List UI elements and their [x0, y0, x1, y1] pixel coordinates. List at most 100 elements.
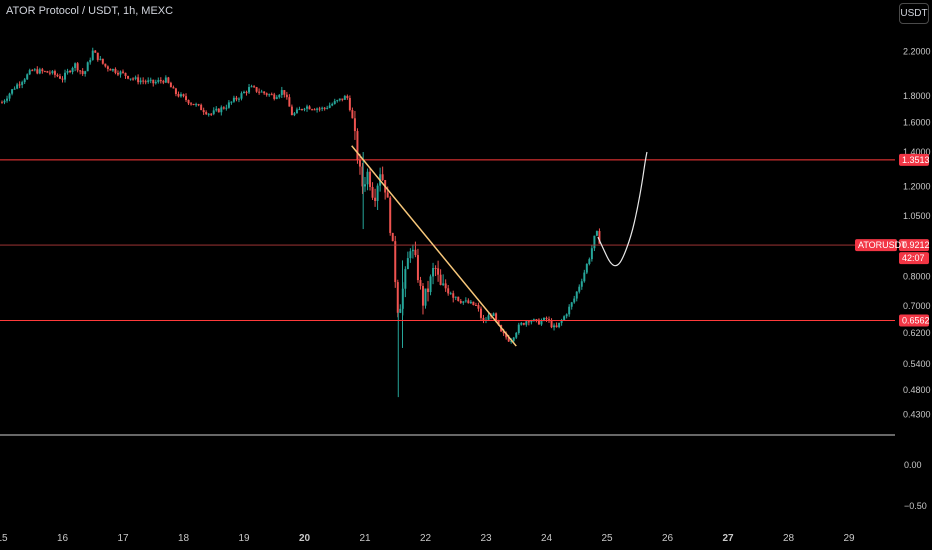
candle-body	[23, 79, 26, 83]
candle-body	[21, 82, 24, 85]
candle-body	[374, 197, 377, 201]
candle-body	[91, 50, 94, 60]
candle-body	[540, 320, 543, 325]
candle-body	[394, 241, 397, 283]
candle-body	[573, 298, 576, 303]
x-tick-label: 27	[722, 533, 734, 544]
candle-body	[495, 313, 498, 321]
candle-body	[250, 86, 253, 88]
candle-body	[36, 69, 39, 74]
candle-body	[134, 77, 137, 79]
level-price-tag: 0.6562	[902, 316, 930, 326]
candle-body	[144, 81, 147, 83]
candle-body	[41, 69, 44, 72]
candle-body	[318, 108, 321, 110]
candle-body	[409, 251, 412, 259]
candle-body	[116, 72, 119, 75]
currency-button[interactable]: USDT	[899, 3, 929, 24]
candle-body	[8, 93, 11, 99]
candle-body	[517, 324, 520, 333]
candle-body	[172, 87, 175, 89]
candle-body	[530, 321, 533, 323]
candle-body	[28, 70, 31, 75]
candle-body	[109, 68, 112, 71]
candle-body	[227, 102, 230, 108]
x-tick-label: 26	[662, 533, 674, 544]
candle-body	[399, 308, 402, 313]
candle-body	[386, 192, 389, 198]
candle-body	[111, 68, 114, 71]
candle-body	[381, 174, 384, 181]
candle-body	[358, 160, 361, 167]
candle-body	[502, 331, 505, 334]
candle-body	[127, 75, 130, 79]
candle-body	[477, 305, 480, 309]
candle-body	[278, 95, 281, 98]
candle-body	[416, 255, 419, 281]
candle-body	[179, 94, 182, 97]
price-tags: 1.3513 0.6562 0.9212 42:07 ATORUSDT	[855, 153, 930, 327]
candle-body	[432, 268, 435, 277]
level-price-tag-bg	[899, 153, 929, 166]
candle-body	[33, 69, 36, 71]
candle-body	[590, 248, 593, 260]
candle-body	[341, 98, 344, 100]
candle-body	[174, 88, 177, 94]
y-tick-label: 0.4300	[903, 410, 931, 420]
candle-body	[84, 71, 87, 74]
candle-body	[366, 171, 369, 185]
candle-body	[129, 78, 132, 80]
x-tick-label: 24	[541, 533, 553, 544]
y-tick-label: 0.5400	[903, 359, 931, 369]
candle-body	[376, 185, 379, 201]
candle-body	[459, 301, 462, 303]
candle-body	[364, 184, 366, 187]
candle-body	[290, 106, 293, 116]
candle-body	[535, 319, 538, 321]
candle-body	[479, 308, 482, 318]
candle-body	[3, 100, 6, 103]
level-price-tag-bg	[899, 314, 929, 327]
y-tick-label-lower: −0.50	[904, 501, 927, 511]
candle-body	[406, 258, 409, 270]
candle-body	[497, 320, 500, 326]
candles-layer	[1, 47, 601, 398]
candle-body	[137, 77, 140, 83]
candle-body	[260, 91, 263, 93]
candle-body	[270, 94, 273, 96]
candle-body	[6, 98, 9, 101]
candle-body	[474, 305, 477, 307]
candle-body	[469, 301, 472, 304]
candle-body	[371, 186, 374, 198]
candle-body	[598, 231, 601, 244]
candle-body	[76, 63, 79, 71]
y-tick-label: 0.7000	[903, 301, 931, 311]
candle-body	[391, 232, 394, 242]
candle-body	[306, 106, 309, 109]
candle-body	[66, 70, 69, 73]
candle-body	[326, 107, 329, 109]
candle-body	[351, 110, 354, 119]
candle-body	[147, 80, 150, 82]
candle-body	[444, 283, 447, 289]
candle-body	[89, 59, 92, 63]
candle-body	[210, 113, 213, 115]
candle-body	[288, 97, 291, 107]
candle-body	[142, 80, 145, 82]
candle-body	[293, 113, 296, 116]
projection-curve	[597, 151, 648, 267]
candle-body	[492, 313, 495, 316]
candle-body	[429, 276, 432, 293]
candle-body	[149, 79, 152, 81]
candle-body	[336, 100, 339, 102]
candle-body	[58, 76, 61, 79]
candle-body	[527, 321, 530, 323]
candle-body	[348, 98, 351, 111]
candle-body	[43, 71, 46, 73]
candle-body	[595, 231, 598, 236]
candle-body	[114, 68, 117, 73]
candle-body	[585, 263, 588, 273]
candle-body	[106, 66, 109, 69]
y-tick-label: 1.2000	[903, 181, 931, 191]
